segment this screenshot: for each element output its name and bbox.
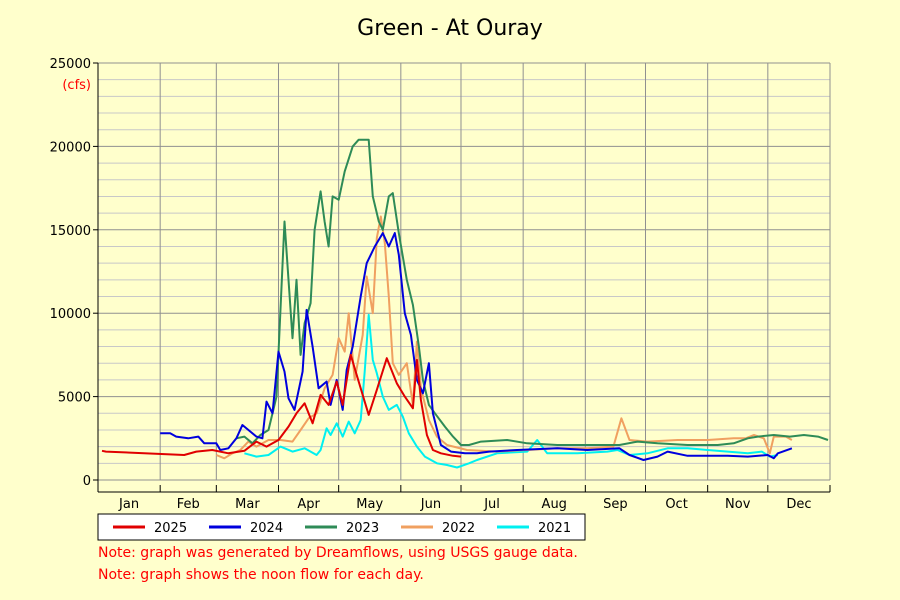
y-axis-label: (cfs) bbox=[62, 78, 91, 93]
legend-box bbox=[97, 513, 586, 541]
x-tick-label-nov: Nov bbox=[725, 497, 751, 512]
x-tick-label-aug: Aug bbox=[542, 497, 567, 512]
y-tick-label: 15000 bbox=[50, 224, 91, 239]
x-tick-label-feb: Feb bbox=[177, 497, 200, 512]
x-tick-label-dec: Dec bbox=[786, 497, 811, 512]
y-tick-label: 20000 bbox=[50, 140, 91, 155]
x-tick-label-mar: Mar bbox=[235, 497, 260, 512]
x-tick-label-oct: Oct bbox=[665, 497, 687, 512]
series-line-2024 bbox=[160, 232, 793, 461]
note-noon-flow: Note: graph shows the noon flow for each… bbox=[98, 567, 424, 583]
series-line-2021 bbox=[244, 313, 779, 469]
series-line-2025 bbox=[101, 353, 462, 458]
y-tick-label: 10000 bbox=[50, 307, 91, 322]
x-tick-label-jul: Jul bbox=[483, 497, 500, 512]
chart-title: Green - At Ouray bbox=[357, 16, 543, 41]
legend-label-2023: 2023 bbox=[346, 521, 379, 536]
x-tick-label-sep: Sep bbox=[603, 497, 628, 512]
series-line-2023 bbox=[236, 138, 829, 446]
notes: Note: graph was generated by Dreamflows,… bbox=[98, 542, 578, 586]
legend-label-2021: 2021 bbox=[538, 521, 571, 536]
series-line-2022 bbox=[215, 215, 793, 460]
x-tick-label-jan: Jan bbox=[118, 497, 139, 512]
y-tick-label: 25000 bbox=[50, 57, 91, 72]
x-tick-label-may: May bbox=[356, 497, 383, 512]
y-tick-label: 5000 bbox=[58, 391, 91, 406]
legend-label-2025: 2025 bbox=[154, 521, 187, 536]
legend-label-2024: 2024 bbox=[250, 521, 283, 536]
note-source: Note: graph was generated by Dreamflows,… bbox=[98, 545, 578, 561]
legend-label-2022: 2022 bbox=[442, 521, 475, 536]
x-tick-label-apr: Apr bbox=[297, 497, 320, 512]
y-tick-label: 0 bbox=[83, 474, 91, 489]
x-tick-label-jun: Jun bbox=[420, 497, 441, 512]
